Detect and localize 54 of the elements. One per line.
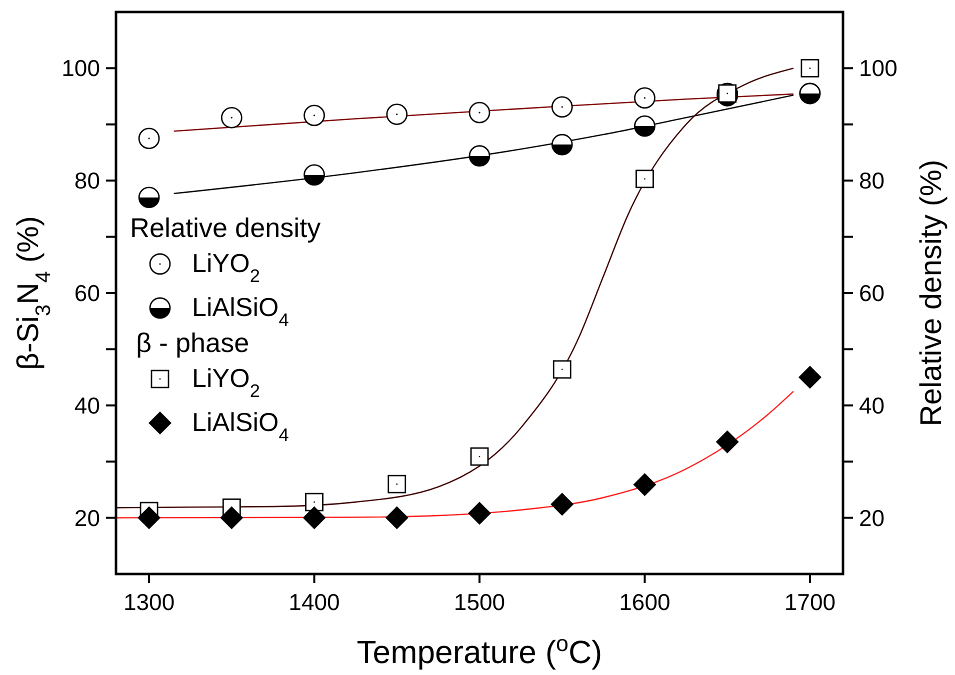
- point: [550, 492, 574, 516]
- point: [636, 170, 654, 188]
- legend-label: LiAlSiO$_{4}$: [192, 407, 289, 445]
- y-tick-label: 60: [74, 280, 100, 306]
- point: [633, 473, 656, 496]
- point: [716, 430, 739, 454]
- legend-label: LiYO$_{2}$: [192, 363, 260, 401]
- x-tick-label: 1300: [123, 589, 175, 615]
- y2-axis-title: Relative density (%): [915, 160, 948, 426]
- point: [138, 186, 160, 208]
- point: [718, 84, 737, 103]
- point: [138, 506, 161, 530]
- point: [305, 492, 324, 512]
- x-tick-label: 1500: [454, 589, 506, 615]
- y2-tick-label: 20: [859, 504, 885, 531]
- legend-label: LiYO$_{2}$: [192, 248, 260, 286]
- y2-tick-label: 60: [859, 280, 885, 306]
- point: [634, 87, 656, 109]
- point: [388, 474, 406, 494]
- line-series: [173, 93, 794, 132]
- point: [470, 447, 489, 466]
- point: [220, 506, 244, 530]
- point: [386, 104, 408, 125]
- point: [468, 102, 490, 124]
- point: [468, 502, 491, 525]
- line-series: [173, 94, 794, 194]
- y-tick-label: 40: [74, 392, 100, 418]
- y-tick-label: 80: [74, 168, 100, 194]
- legend-label: LiAlSiO$_{4}$: [192, 292, 289, 330]
- y2-tick-label: 80: [859, 168, 885, 194]
- x-tick-label: 1600: [619, 589, 670, 615]
- x-tick-label: 1700: [784, 589, 836, 615]
- point: [800, 59, 820, 78]
- point: [220, 106, 242, 128]
- y2-tick-label: 100: [859, 55, 898, 82]
- x-tick-label: 1400: [288, 589, 340, 615]
- y-tick-label: 20: [74, 504, 100, 531]
- line-series: [115, 68, 794, 508]
- point: [468, 145, 490, 167]
- point: [634, 115, 656, 137]
- annotation: β - phase: [136, 328, 250, 358]
- point: [798, 366, 822, 389]
- point: [385, 506, 408, 530]
- point: [138, 128, 160, 150]
- point: [551, 96, 573, 118]
- point: [304, 104, 325, 126]
- point: [552, 360, 572, 379]
- point: [302, 506, 326, 530]
- x-axis-title: Temperature ($^{o}$C): [356, 630, 602, 670]
- y-tick-label: 100: [62, 55, 100, 82]
- point: [304, 164, 325, 186]
- legend-title: Relative density: [130, 213, 322, 243]
- point: [551, 134, 573, 156]
- y2-tick-label: 40: [859, 392, 885, 418]
